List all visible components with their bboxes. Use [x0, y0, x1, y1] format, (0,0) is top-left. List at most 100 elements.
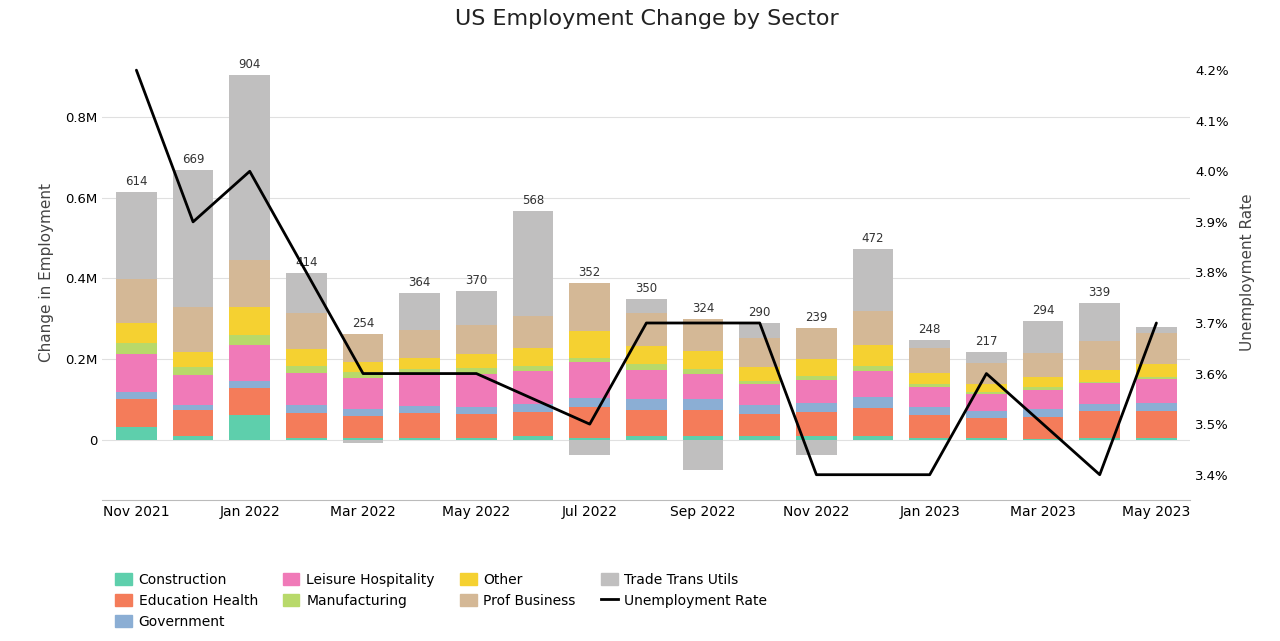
Bar — [682, 374, 723, 399]
Bar — [852, 249, 893, 311]
Bar — [399, 358, 440, 369]
Text: 217: 217 — [975, 335, 997, 348]
Bar — [229, 415, 270, 440]
Bar — [456, 354, 497, 369]
Y-axis label: Change in Employment: Change in Employment — [40, 183, 54, 362]
Bar — [740, 323, 780, 338]
Text: 472: 472 — [861, 233, 884, 246]
Bar — [399, 293, 440, 330]
Bar — [173, 170, 214, 308]
Bar — [1137, 364, 1176, 377]
Bar — [399, 369, 440, 375]
Bar — [399, 375, 440, 406]
Bar — [1079, 438, 1120, 440]
Bar — [513, 348, 553, 366]
Text: 350: 350 — [635, 281, 658, 295]
Text: 614: 614 — [125, 175, 147, 188]
Y-axis label: Unemployment Rate: Unemployment Rate — [1240, 194, 1256, 351]
Text: 254: 254 — [352, 317, 374, 329]
Bar — [456, 369, 497, 374]
Bar — [513, 371, 553, 404]
Text: 568: 568 — [522, 194, 544, 207]
Bar — [1023, 353, 1064, 377]
Bar — [966, 363, 1007, 384]
Bar — [285, 366, 326, 373]
Bar — [626, 370, 667, 399]
Bar — [1023, 417, 1064, 438]
Bar — [796, 328, 837, 359]
Bar — [343, 409, 384, 416]
Bar — [229, 306, 270, 335]
Bar — [116, 323, 157, 342]
Bar — [626, 346, 667, 364]
Bar — [570, 283, 611, 331]
Bar — [173, 405, 214, 410]
Bar — [909, 384, 950, 387]
Bar — [116, 192, 157, 279]
Title: US Employment Change by Sector: US Employment Change by Sector — [454, 10, 838, 29]
Bar — [1137, 377, 1176, 379]
Bar — [570, 440, 611, 455]
Bar — [399, 413, 440, 438]
Bar — [1137, 438, 1176, 440]
Bar — [116, 428, 157, 440]
Bar — [229, 76, 270, 260]
Bar — [285, 438, 326, 440]
Bar — [513, 366, 553, 371]
Bar — [796, 437, 837, 440]
Bar — [570, 399, 611, 407]
Bar — [1137, 379, 1176, 403]
Bar — [116, 354, 157, 392]
Bar — [513, 316, 553, 348]
Bar — [1137, 403, 1176, 412]
Text: 669: 669 — [182, 153, 205, 166]
Bar — [570, 362, 611, 399]
Bar — [740, 367, 780, 381]
Bar — [796, 412, 837, 437]
Bar — [343, 362, 384, 372]
Bar — [173, 352, 214, 367]
Bar — [682, 440, 723, 470]
Text: 352: 352 — [579, 266, 600, 279]
Bar — [1023, 377, 1064, 387]
Bar — [456, 325, 497, 354]
Bar — [229, 345, 270, 381]
Bar — [852, 370, 893, 397]
Bar — [740, 437, 780, 440]
Bar — [626, 399, 667, 410]
Bar — [626, 410, 667, 437]
Bar — [740, 405, 780, 414]
Text: 904: 904 — [238, 58, 261, 71]
Bar — [1079, 303, 1120, 341]
Bar — [1079, 381, 1120, 383]
Bar — [570, 358, 611, 362]
Bar — [909, 407, 950, 415]
Bar — [682, 437, 723, 440]
Bar — [1023, 390, 1064, 410]
Bar — [852, 366, 893, 370]
Bar — [116, 279, 157, 323]
Text: 414: 414 — [296, 256, 317, 269]
Bar — [399, 330, 440, 358]
Bar — [343, 334, 384, 362]
Bar — [285, 413, 326, 438]
Bar — [1137, 412, 1176, 438]
Bar — [229, 381, 270, 388]
Bar — [740, 338, 780, 367]
Bar — [966, 418, 1007, 438]
Bar — [796, 403, 837, 412]
Bar — [513, 412, 553, 437]
Text: 294: 294 — [1032, 304, 1055, 317]
Bar — [966, 352, 1007, 363]
Bar — [966, 394, 1007, 411]
Bar — [966, 392, 1007, 394]
Bar — [796, 440, 837, 455]
Bar — [966, 411, 1007, 418]
Bar — [852, 397, 893, 408]
Bar — [626, 313, 667, 346]
Bar — [626, 437, 667, 440]
Bar — [852, 345, 893, 366]
Bar — [1079, 341, 1120, 370]
Bar — [852, 311, 893, 345]
Bar — [682, 399, 723, 410]
